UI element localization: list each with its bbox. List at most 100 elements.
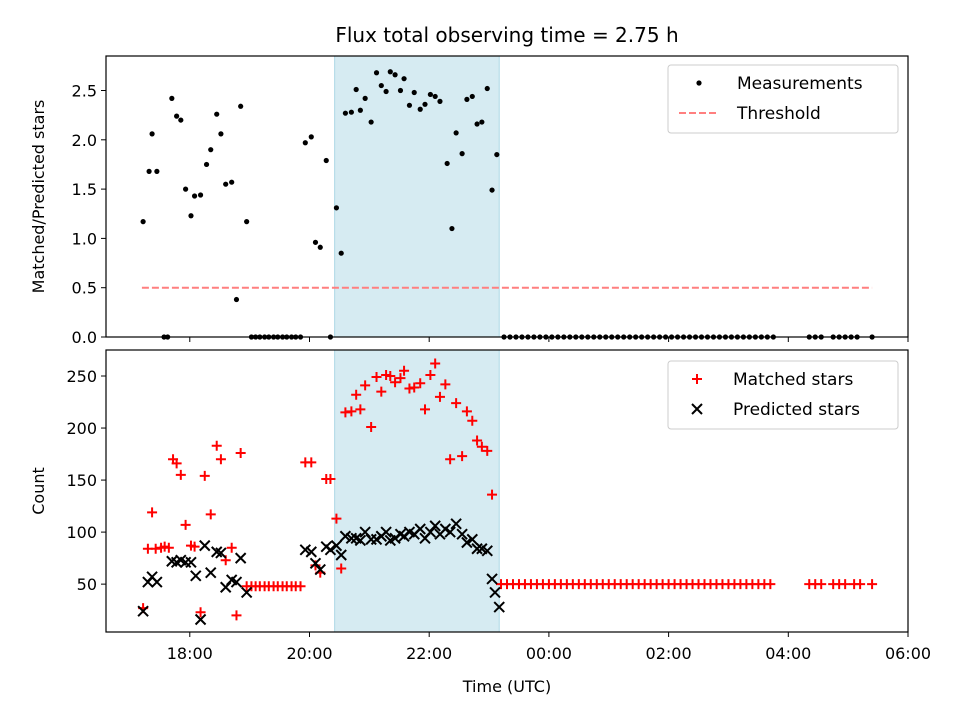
data-point (330, 539, 343, 552)
data-point (437, 98, 443, 104)
x-tick-label: 04:00 (765, 644, 811, 663)
data-point (190, 570, 202, 582)
legend-marker-measurements (696, 80, 702, 86)
y-tick-label: 0.5 (72, 279, 97, 298)
data-point (765, 579, 776, 590)
data-point (194, 613, 207, 626)
data-point (459, 151, 465, 157)
data-point (457, 451, 468, 462)
legend-label-threshold: Threshold (736, 104, 821, 124)
data-point (197, 192, 204, 198)
x-tick-label: 22:00 (406, 644, 452, 663)
y-tick-label: 1.5 (72, 180, 97, 199)
data-point (422, 101, 428, 107)
data-point (486, 573, 498, 585)
data-point (464, 96, 470, 102)
data-point (366, 422, 377, 433)
data-point (240, 586, 253, 599)
data-point (479, 119, 485, 125)
data-point (406, 102, 413, 108)
legend-top: Measurements Threshold (667, 64, 899, 134)
y-tick-label: 2.0 (72, 131, 97, 150)
data-point (338, 250, 344, 256)
data-point (471, 543, 483, 555)
data-point (867, 579, 878, 590)
data-point (392, 72, 398, 78)
data-point (215, 547, 227, 559)
observing-window-shade (334, 349, 500, 633)
data-point (178, 117, 184, 123)
data-point (150, 543, 161, 554)
data-point (353, 86, 359, 93)
data-point (474, 121, 480, 127)
data-point (203, 161, 210, 168)
data-point (244, 219, 250, 225)
data-point (444, 160, 450, 167)
data-point (308, 134, 314, 140)
legend-box (667, 64, 899, 134)
data-point (816, 579, 827, 590)
data-point (368, 119, 374, 125)
data-point (399, 365, 410, 376)
data-point (354, 534, 367, 547)
data-point (305, 546, 317, 558)
data-point (424, 526, 437, 538)
data-point (214, 111, 220, 117)
data-point (234, 552, 247, 564)
data-point (414, 523, 426, 535)
data-point (487, 489, 498, 500)
y-tick-label: 2.5 (72, 82, 97, 101)
data-point (461, 406, 472, 417)
data-point (211, 440, 222, 451)
data-point (151, 576, 163, 588)
data-point (230, 576, 243, 588)
x-tick-label: 18:00 (167, 644, 213, 663)
data-point (417, 106, 423, 112)
legend-label-predicted: Predicted stars (733, 400, 860, 420)
legend-marker-matched (692, 374, 702, 384)
data-point (323, 157, 329, 164)
y-axis-label: Count (29, 467, 48, 515)
data-point (163, 542, 174, 553)
data-point (456, 528, 468, 540)
data-point (420, 404, 431, 415)
data-point (427, 91, 433, 98)
data-point (174, 113, 180, 119)
data-point (411, 89, 417, 96)
data-point (469, 93, 475, 100)
data-point (434, 391, 445, 402)
data-point (317, 244, 323, 250)
data-point (185, 556, 197, 568)
axes-frame (105, 349, 909, 633)
data-point (467, 415, 478, 426)
data-point (378, 82, 384, 89)
data-point (415, 378, 426, 389)
data-point (466, 533, 478, 546)
observing-window-shade (334, 55, 500, 338)
data-point (335, 549, 347, 561)
data-point (482, 445, 493, 456)
legend-bottom: Matched stars Predicted stars (667, 360, 899, 430)
data-point (340, 407, 351, 418)
data-point (238, 103, 244, 109)
data-point (147, 507, 158, 518)
data-point (449, 225, 455, 232)
data-point (231, 610, 242, 621)
legend-label-measurements: Measurements (737, 74, 863, 94)
data-point (481, 545, 493, 557)
data-point (360, 380, 371, 391)
data-point (137, 605, 149, 617)
data-point (493, 601, 505, 613)
data-point (404, 383, 415, 394)
data-point (191, 193, 198, 199)
data-point (149, 131, 155, 137)
data-point (855, 579, 866, 590)
data-point (218, 131, 224, 137)
data-point (169, 95, 175, 101)
data-point (432, 93, 438, 100)
top-panel: 0.0 0.5 1.0 1.5 2.0 2.5 Matched/Predicted star… (29, 55, 909, 347)
data-point (385, 371, 396, 382)
data-point (351, 389, 362, 400)
y-axis-label: Matched/Predicted stars (29, 100, 48, 294)
